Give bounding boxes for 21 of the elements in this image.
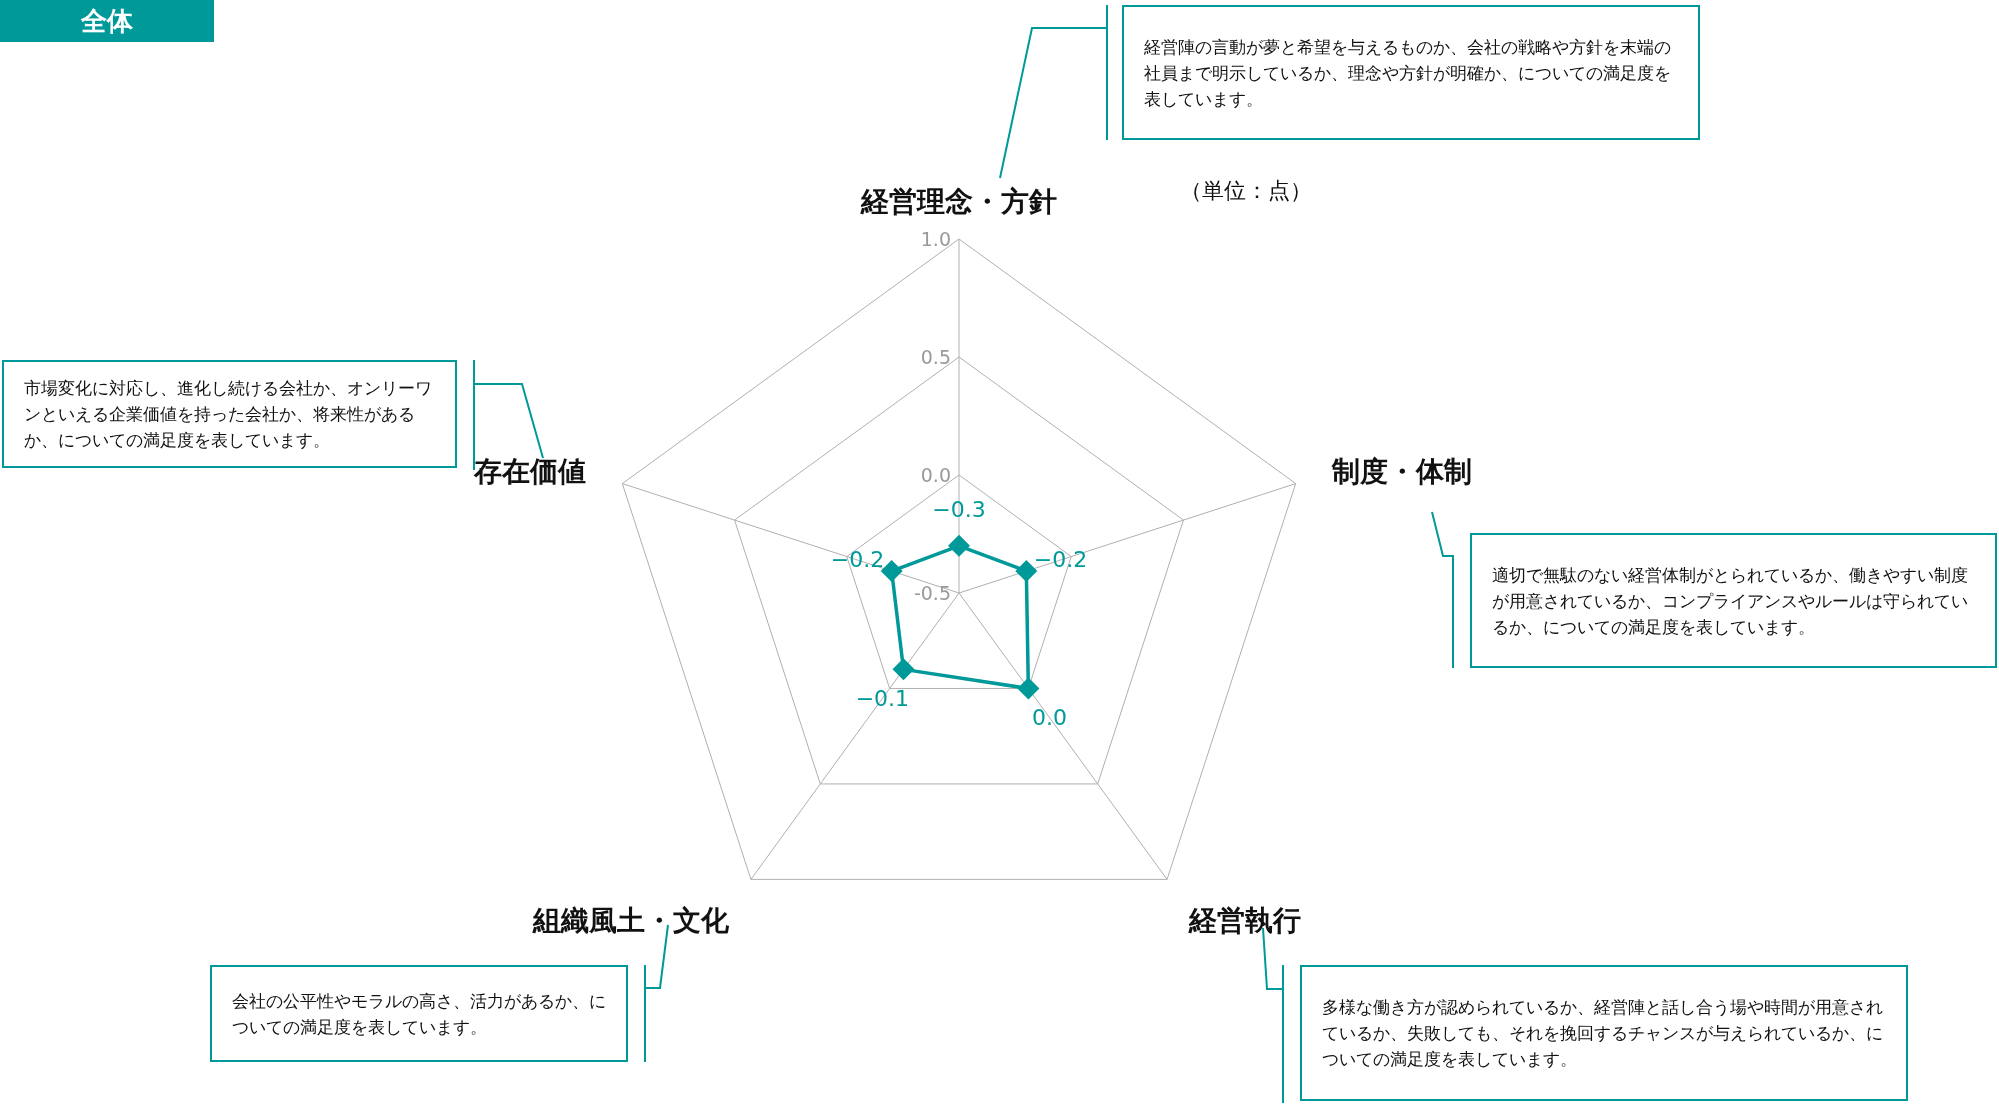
spoke-label: 経営執行 <box>1188 903 1302 937</box>
text: 多様な働き方が認められているか、経営陣と話し合う場や時間が用意されているか、失敗しても、それを挽回するチャンスが与えられているか、についての満足度を表しています。 <box>1322 996 1884 1071</box>
data-label: −0.1 <box>855 686 910 711</box>
data-label: −0.2 <box>1033 547 1088 573</box>
y-tick-label: 0.0 <box>920 464 951 486</box>
data-label: −0.3 <box>932 497 986 523</box>
spoke-label: 存在価値 <box>473 455 587 489</box>
data-label: −0.2 <box>830 547 885 573</box>
y-tick-label: -0.5 <box>913 582 951 604</box>
text: （単位：点） <box>1180 177 1312 205</box>
data-label: 0.0 <box>1032 705 1068 731</box>
text: 市場変化に対応し、進化し続ける会社か、オンリーワンといえる企業価値を持った会社か、将来性があるか、についての満足度を表しています。 <box>24 377 433 452</box>
text: 適切で無駄のない経営体制がとられているか、働きやすい制度が用意されているか、コンプライアンスやルールは守られているか、についての満足度を表しています。 <box>1492 563 1969 639</box>
y-tick-label: 0.5 <box>920 346 951 368</box>
spoke-label: 経営理念・方針 <box>860 184 1057 218</box>
spoke-label: 制度・体制 <box>1330 455 1472 489</box>
text: 会社の公平性やモラルの高さ、活力があるか、についての満足度を表しています。 <box>232 989 606 1039</box>
y-tick-label: 1.0 <box>920 228 951 250</box>
text: 経営陣の言動が夢と希望を与えるものか、会社の戦略や方針を末端の社員まで明示しているか、理念や方針が明確か、についての満足度を表しています。 <box>1144 35 1672 111</box>
spoke-label: 組織風土・文化 <box>531 903 730 937</box>
text: 全体 <box>0 0 214 42</box>
